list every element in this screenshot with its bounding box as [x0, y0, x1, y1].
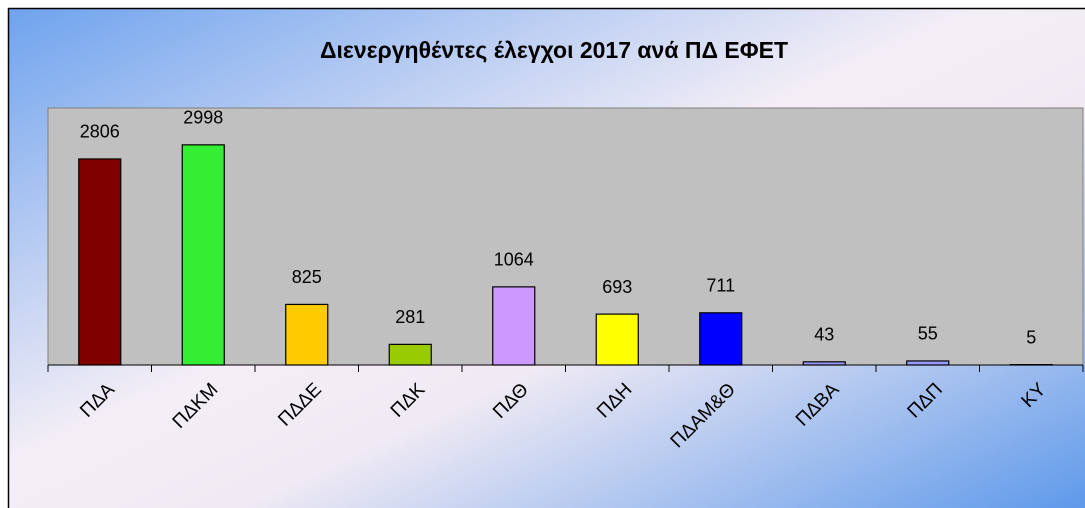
chart-title: Διενεργηθέντες έλεγχοι 2017 ανά ΠΔ ΕΦΕΤ [320, 37, 788, 63]
bar [906, 360, 950, 366]
data-label: 711 [706, 276, 735, 296]
bar [388, 343, 432, 366]
bar [802, 361, 846, 366]
bar [595, 313, 639, 366]
data-label: 2998 [183, 108, 223, 128]
bar [181, 144, 225, 366]
bar [492, 286, 536, 366]
data-label: 1064 [494, 250, 534, 270]
data-label: 5 [1026, 327, 1036, 347]
data-label: 825 [292, 267, 322, 287]
bar [78, 158, 122, 366]
bar [285, 303, 329, 366]
data-label: 43 [814, 325, 834, 345]
data-label: 2806 [80, 122, 120, 142]
data-label: 55 [918, 324, 938, 344]
data-label: 281 [395, 307, 425, 327]
bar [699, 312, 743, 366]
data-label: 693 [602, 277, 632, 297]
